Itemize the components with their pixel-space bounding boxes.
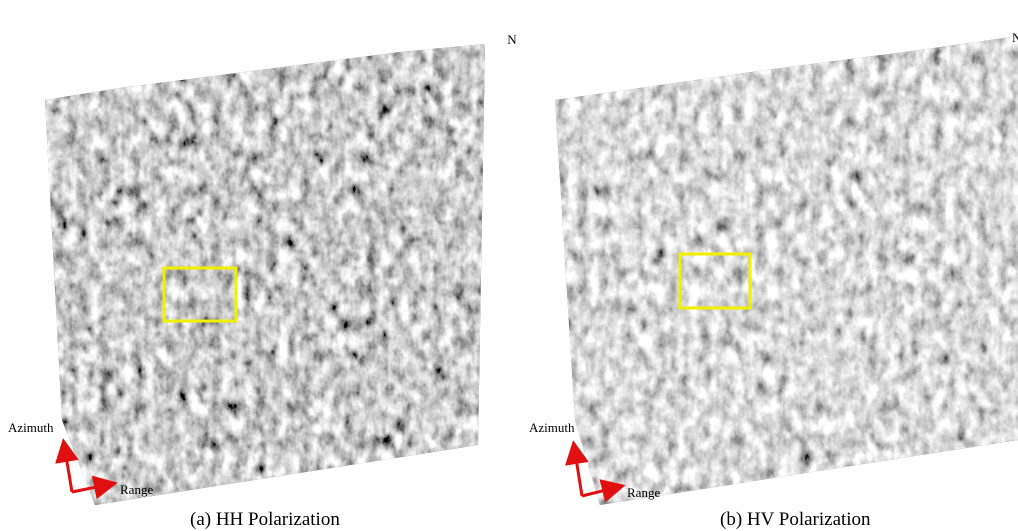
range-label: Range [627, 485, 660, 500]
caption: (a) HH Polarization [190, 509, 340, 530]
azimuth-label: Azimuth [8, 420, 54, 435]
caption: (b) HV Polarization [720, 509, 871, 530]
figure: N N Azimuth Range (a) HH Polarization Az… [0, 0, 1018, 531]
north-label: N [507, 32, 517, 47]
north-label: N [1012, 30, 1018, 45]
sar-image-hh [40, 40, 490, 510]
azimuth-label: Azimuth [529, 420, 575, 435]
range-label: Range [120, 482, 153, 497]
sar-image-hv [550, 30, 1018, 510]
